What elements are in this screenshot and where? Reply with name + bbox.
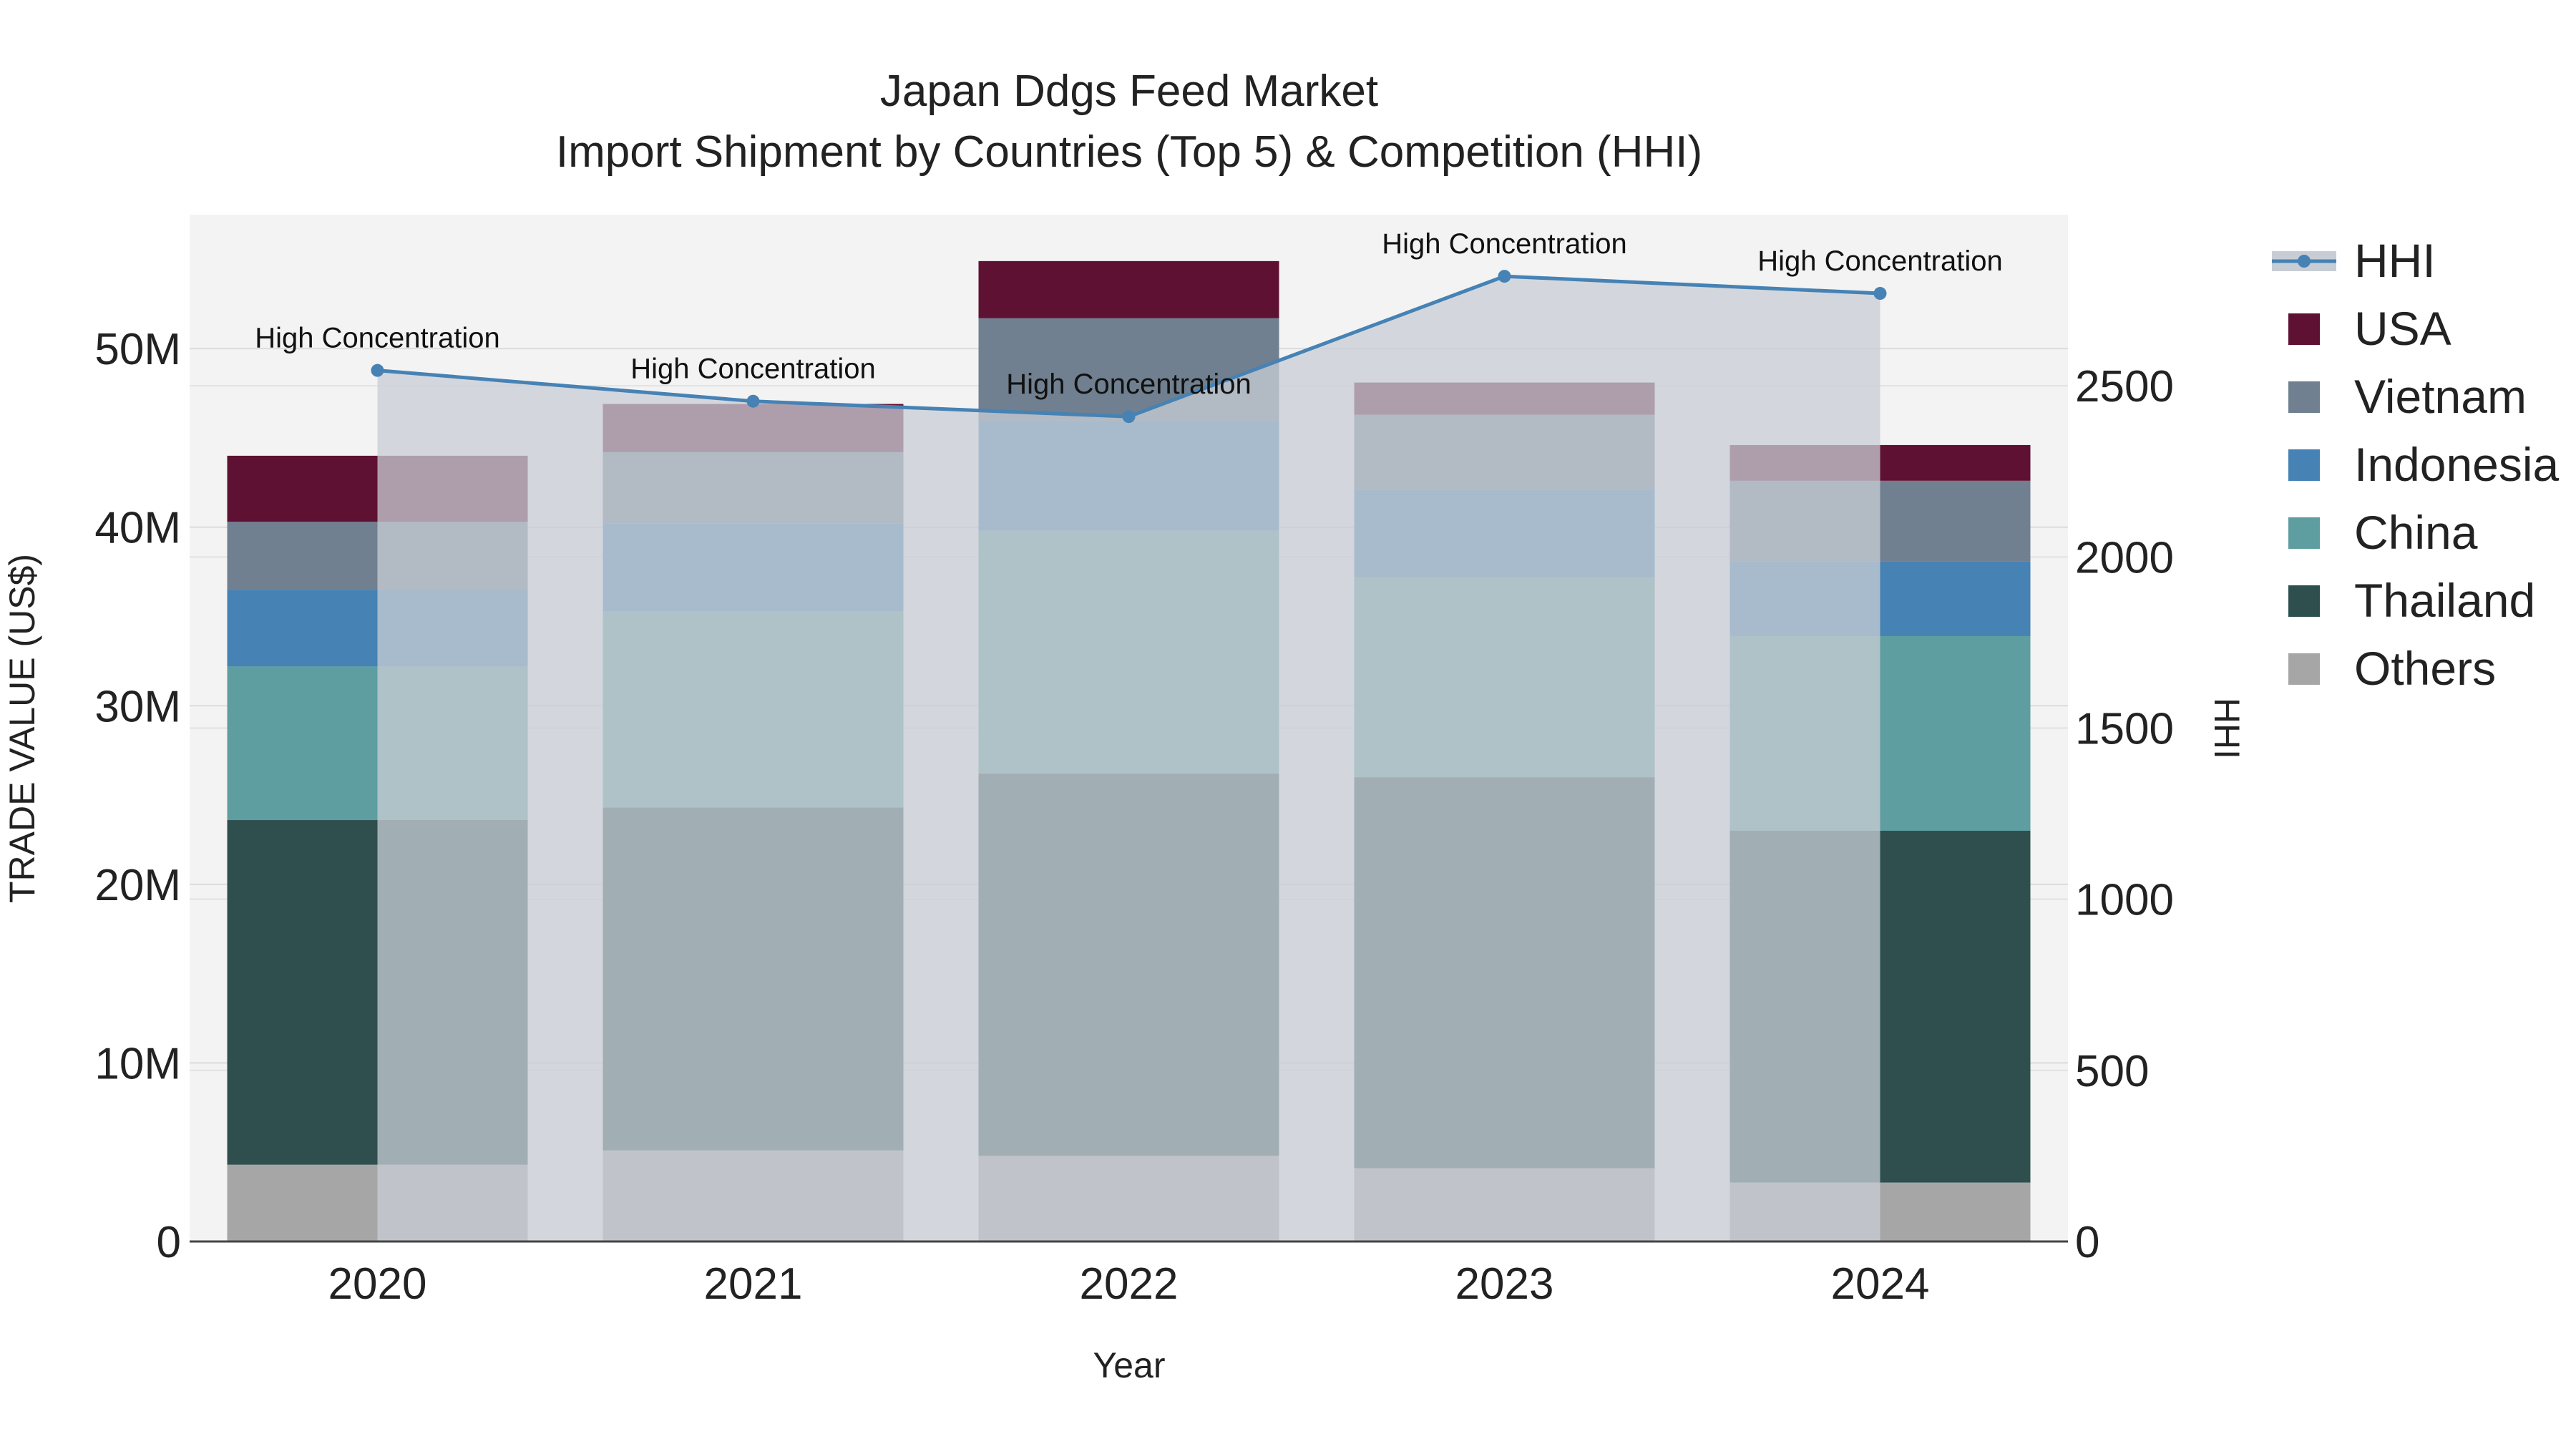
y2-tick-label: 0 <box>2075 1218 2099 1267</box>
hhi-annotation-2020: High Concentration <box>255 323 499 354</box>
x-axis-title: Year <box>1093 1345 1165 1385</box>
legend-item-vietnam[interactable]: Vietnam <box>2288 370 2527 423</box>
y2-tick-label: 2000 <box>2075 533 2174 582</box>
chart-title: Japan Ddgs Feed Market <box>880 67 1378 116</box>
y2-tick-label: 1500 <box>2075 705 2174 754</box>
legend-label-usa: USA <box>2354 302 2451 355</box>
legend-swatch-others <box>2288 653 2320 685</box>
legend-swatch-thailand <box>2288 585 2320 617</box>
legend-item-indonesia[interactable]: Indonesia <box>2288 438 2560 491</box>
x-tick-label: 2024 <box>1831 1259 1930 1309</box>
legend-swatch-china <box>2288 517 2320 549</box>
hhi-area-layer <box>377 276 1880 1242</box>
legend-swatch-usa <box>2288 313 2320 345</box>
hhi-annotation-2021: High Concentration <box>630 353 875 385</box>
axes-layer: 0 10M 20M 30M 40M 50M 0 500 1000 1500 2000 2500 2020… <box>94 325 2174 1309</box>
legend-swatch-vietnam <box>2288 381 2320 413</box>
y-tick-label: 10M <box>94 1039 181 1088</box>
hhi-annotation-2024: High Concentration <box>1757 245 2002 277</box>
x-tick-label: 2023 <box>1455 1259 1554 1309</box>
hhi-area <box>377 276 1880 1242</box>
x-tick-label: 2022 <box>1080 1259 1179 1309</box>
hhi-annotation-2022: High Concentration <box>1006 369 1251 400</box>
legend-item-hhi[interactable]: HHI <box>2272 234 2436 287</box>
legend-label-others: Others <box>2354 642 2496 695</box>
hhi-point-2024[interactable] <box>1873 287 1887 301</box>
chart-subtitle: Import Shipment by Countries (Top 5) & C… <box>556 127 1702 177</box>
hhi-point-2022[interactable] <box>1122 410 1136 424</box>
hhi-point-2020[interactable] <box>371 364 384 377</box>
legend-item-usa[interactable]: USA <box>2288 302 2451 355</box>
annotations-layer: High Concentration High Concentration High… <box>255 228 2002 400</box>
y2-axis-title: HHI <box>2207 698 2247 759</box>
y2-tick-label: 500 <box>2075 1047 2149 1096</box>
x-tick-label: 2021 <box>704 1259 803 1309</box>
y-axis-title: TRADE VALUE (US$) <box>2 554 42 903</box>
hhi-annotation-2023: High Concentration <box>1382 228 1626 260</box>
y-tick-label: 0 <box>157 1218 181 1267</box>
legend-label-vietnam: Vietnam <box>2354 370 2527 423</box>
legend-swatch-indonesia <box>2288 449 2320 481</box>
y-tick-label: 40M <box>94 504 181 553</box>
legend-swatch-hhi-marker <box>2298 255 2311 268</box>
x-tick-label: 2020 <box>328 1259 427 1309</box>
y-tick-label: 20M <box>94 861 181 910</box>
y-tick-label: 30M <box>94 682 181 731</box>
legend-item-thailand[interactable]: Thailand <box>2288 574 2535 627</box>
legend-label-hhi: HHI <box>2354 234 2436 287</box>
y2-tick-label: 2500 <box>2075 362 2174 411</box>
legend-label-thailand: Thailand <box>2354 574 2535 627</box>
hhi-line-layer <box>371 270 1887 424</box>
bar-usa-2022[interactable] <box>978 260 1279 318</box>
legend-label-china: China <box>2354 506 2478 559</box>
y-tick-label: 50M <box>94 325 181 374</box>
legend-item-others[interactable]: Others <box>2288 642 2496 695</box>
legend: HHI USA Vietnam Indonesia China Thailand Other… <box>2272 234 2560 695</box>
hhi-point-2021[interactable] <box>746 394 760 408</box>
legend-item-china[interactable]: China <box>2288 506 2478 559</box>
legend-label-indonesia: Indonesia <box>2354 438 2560 491</box>
hhi-point-2023[interactable] <box>1498 270 1511 283</box>
y2-tick-label: 1000 <box>2075 876 2174 925</box>
